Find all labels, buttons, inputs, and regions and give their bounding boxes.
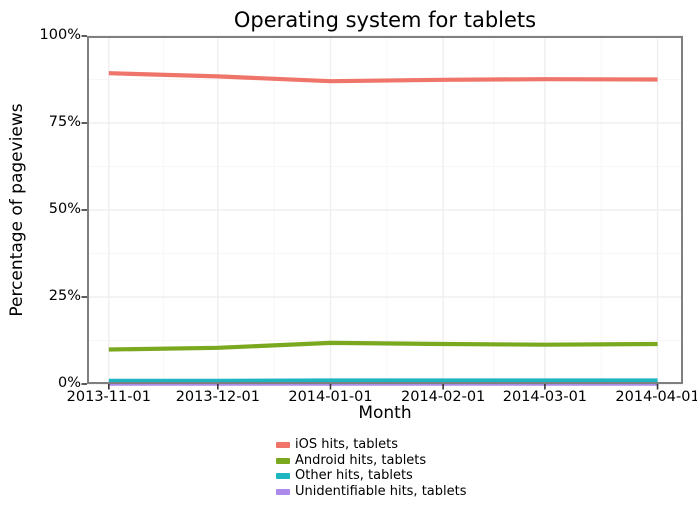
series-line-android-hits-tablets	[108, 340, 658, 352]
x-tick-label: 2014-04-01	[615, 389, 697, 405]
x-tick-label: 2013-11-01	[66, 389, 151, 405]
legend-item-android-hits-tablets: Android hits, tablets	[276, 453, 426, 469]
y-tick-label: 75%	[48, 114, 81, 130]
legend-item-unidentifiable-hits-tablets: Unidentifiable hits, tablets	[276, 484, 467, 500]
x-tick-label: 2014-01-01	[288, 389, 373, 405]
legend-label: Other hits, tablets	[295, 468, 413, 484]
legend-label: iOS hits, tablets	[295, 437, 399, 452]
y-tick-label: 25%	[48, 288, 81, 304]
panel-border	[87, 36, 683, 384]
legend-item-ios-hits-tablets: iOS hits, tablets	[276, 437, 398, 453]
x-tick-label: 2014-02-01	[401, 389, 486, 405]
legend-label: Android hits, tablets	[295, 452, 427, 468]
x-tick-label: 2013-12-01	[175, 389, 260, 405]
legend-swatch-other-hits-tablets	[276, 473, 290, 480]
legend-swatch-unidentifiable-hits-tablets	[276, 488, 290, 495]
chart-title: Operating system for tablets	[233, 8, 537, 32]
legend-swatch-android-hits-tablets	[276, 457, 290, 464]
y-tick-label: 0%	[57, 375, 81, 391]
series-line-ios-hits-tablets	[108, 71, 658, 84]
x-tick-label: 2014-03-01	[502, 389, 588, 405]
y-tick-label: 100%	[39, 27, 81, 43]
legend-label: Unidentifiable hits, tablets	[295, 484, 467, 500]
y-tick-label: 50%	[48, 201, 81, 217]
legend-swatch-ios-hits-tablets	[276, 441, 290, 448]
legend-item-other-hits-tablets: Other hits, tablets	[276, 468, 413, 484]
x-axis-label: Month	[358, 403, 412, 423]
legend: iOS hits, tablets Android hits, tablets Ot…	[276, 437, 467, 500]
